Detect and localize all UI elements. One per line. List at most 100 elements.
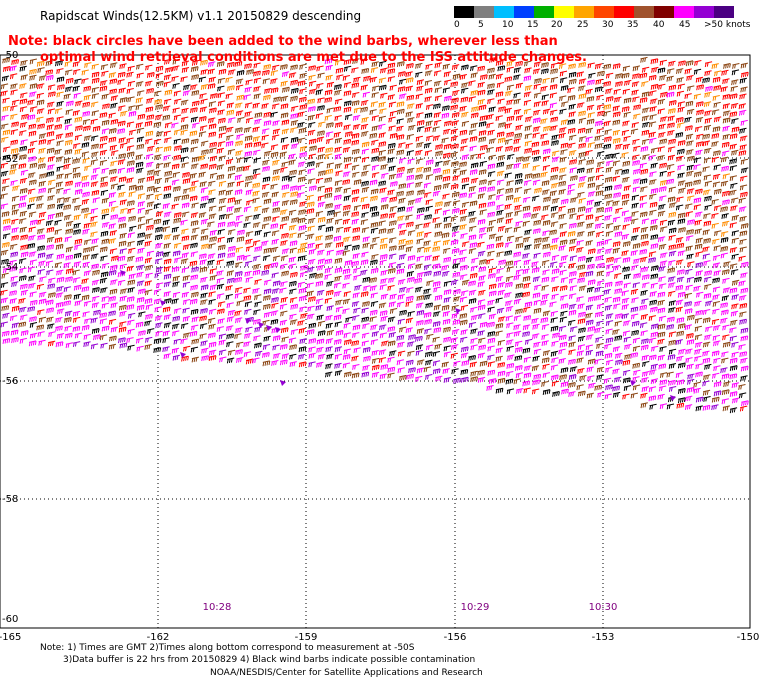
wind-barb	[477, 89, 486, 96]
wind-barb	[585, 344, 594, 351]
wind-barb	[174, 145, 182, 152]
wind-barb	[65, 342, 74, 349]
wind-barb	[1, 330, 10, 337]
wind-barb	[668, 386, 677, 392]
wind-barb	[317, 201, 326, 208]
wind-barb	[478, 313, 486, 319]
wind-barb	[208, 213, 217, 220]
wind-barb	[542, 155, 551, 162]
wind-barb	[396, 61, 405, 67]
wind-barb	[182, 211, 190, 218]
wind-barb	[586, 167, 594, 174]
wind-barb	[57, 308, 65, 315]
wind-barb	[542, 189, 550, 196]
wind-barb	[262, 352, 270, 358]
wind-barb	[245, 358, 254, 365]
wind-barb	[604, 185, 613, 192]
wind-barb	[487, 361, 496, 368]
wind-barb	[109, 144, 118, 151]
wind-barb	[82, 254, 91, 261]
wind-barb	[641, 81, 649, 87]
wind-barb	[459, 319, 468, 326]
wind-barb	[29, 83, 38, 90]
wind-barb	[387, 68, 396, 75]
wind-barb	[324, 58, 333, 65]
wind-barb	[613, 303, 621, 310]
wind-barb	[344, 163, 352, 169]
wind-barb	[587, 176, 596, 182]
wind-barb	[73, 222, 81, 229]
wind-barb	[263, 216, 272, 222]
wind-barb	[81, 69, 89, 76]
wind-barb	[604, 393, 612, 400]
wind-barb	[180, 219, 188, 226]
wind-barb	[63, 300, 72, 307]
wind-barb	[468, 234, 477, 241]
wind-barb	[569, 303, 577, 310]
wind-barb	[279, 303, 288, 310]
wind-barb	[396, 125, 404, 132]
wind-barb	[74, 189, 83, 195]
wind-barb	[576, 167, 585, 174]
wind-barb	[641, 218, 650, 225]
wind-barb	[684, 93, 692, 99]
wind-barb	[651, 66, 659, 73]
wind-barb	[318, 170, 326, 177]
wind-barb	[453, 377, 461, 384]
wind-barb	[11, 99, 20, 106]
wind-barb	[144, 120, 153, 127]
wind-barb	[659, 403, 668, 410]
wind-barb	[315, 280, 324, 287]
wind-barb	[740, 71, 749, 78]
wind-barb	[443, 222, 452, 229]
wind-barb	[146, 161, 154, 168]
wind-barb	[262, 183, 270, 190]
wind-barb	[495, 73, 504, 80]
wind-barb	[191, 316, 200, 323]
wind-barb	[172, 171, 181, 178]
wind-barb	[74, 78, 82, 85]
wind-barb	[523, 108, 532, 115]
wind-barb	[568, 277, 577, 284]
wind-barb	[28, 196, 37, 203]
wind-barb	[452, 175, 460, 182]
wind-barb	[84, 62, 92, 68]
wind-barb	[146, 114, 155, 121]
wind-barb	[641, 274, 650, 281]
wind-barb	[677, 83, 686, 90]
wind-barb	[369, 179, 378, 186]
wind-barb	[477, 193, 486, 200]
wind-barb	[657, 210, 666, 217]
wind-barb	[704, 61, 713, 68]
wind-barb	[613, 192, 621, 199]
wind-barb	[523, 99, 532, 106]
wind-barb	[423, 312, 432, 318]
wind-barb	[632, 243, 641, 249]
wind-barb	[603, 110, 611, 117]
wind-barb	[263, 120, 272, 127]
wind-barb	[497, 98, 505, 105]
wind-barb	[246, 69, 254, 75]
wind-barb	[497, 289, 506, 296]
wind-barb	[468, 185, 477, 192]
wind-barb	[136, 271, 144, 278]
wind-barb	[470, 72, 479, 79]
wind-barb	[163, 162, 171, 168]
wind-barb	[83, 94, 92, 101]
wind-barb	[155, 65, 164, 72]
wind-pennant	[266, 325, 272, 331]
wind-barb	[505, 138, 513, 145]
wind-barb	[615, 73, 623, 79]
wind-barb	[567, 183, 576, 190]
wind-barb	[713, 85, 722, 91]
wind-barb	[183, 188, 191, 194]
wind-barb	[677, 362, 686, 369]
wind-barb	[273, 353, 281, 359]
wind-barb	[595, 223, 603, 229]
wind-barb	[290, 113, 299, 120]
wind-barb	[714, 230, 722, 237]
wind-barb	[740, 335, 749, 342]
wind-barb	[190, 66, 199, 72]
wind-barb	[416, 120, 425, 126]
wind-barb	[568, 341, 576, 348]
